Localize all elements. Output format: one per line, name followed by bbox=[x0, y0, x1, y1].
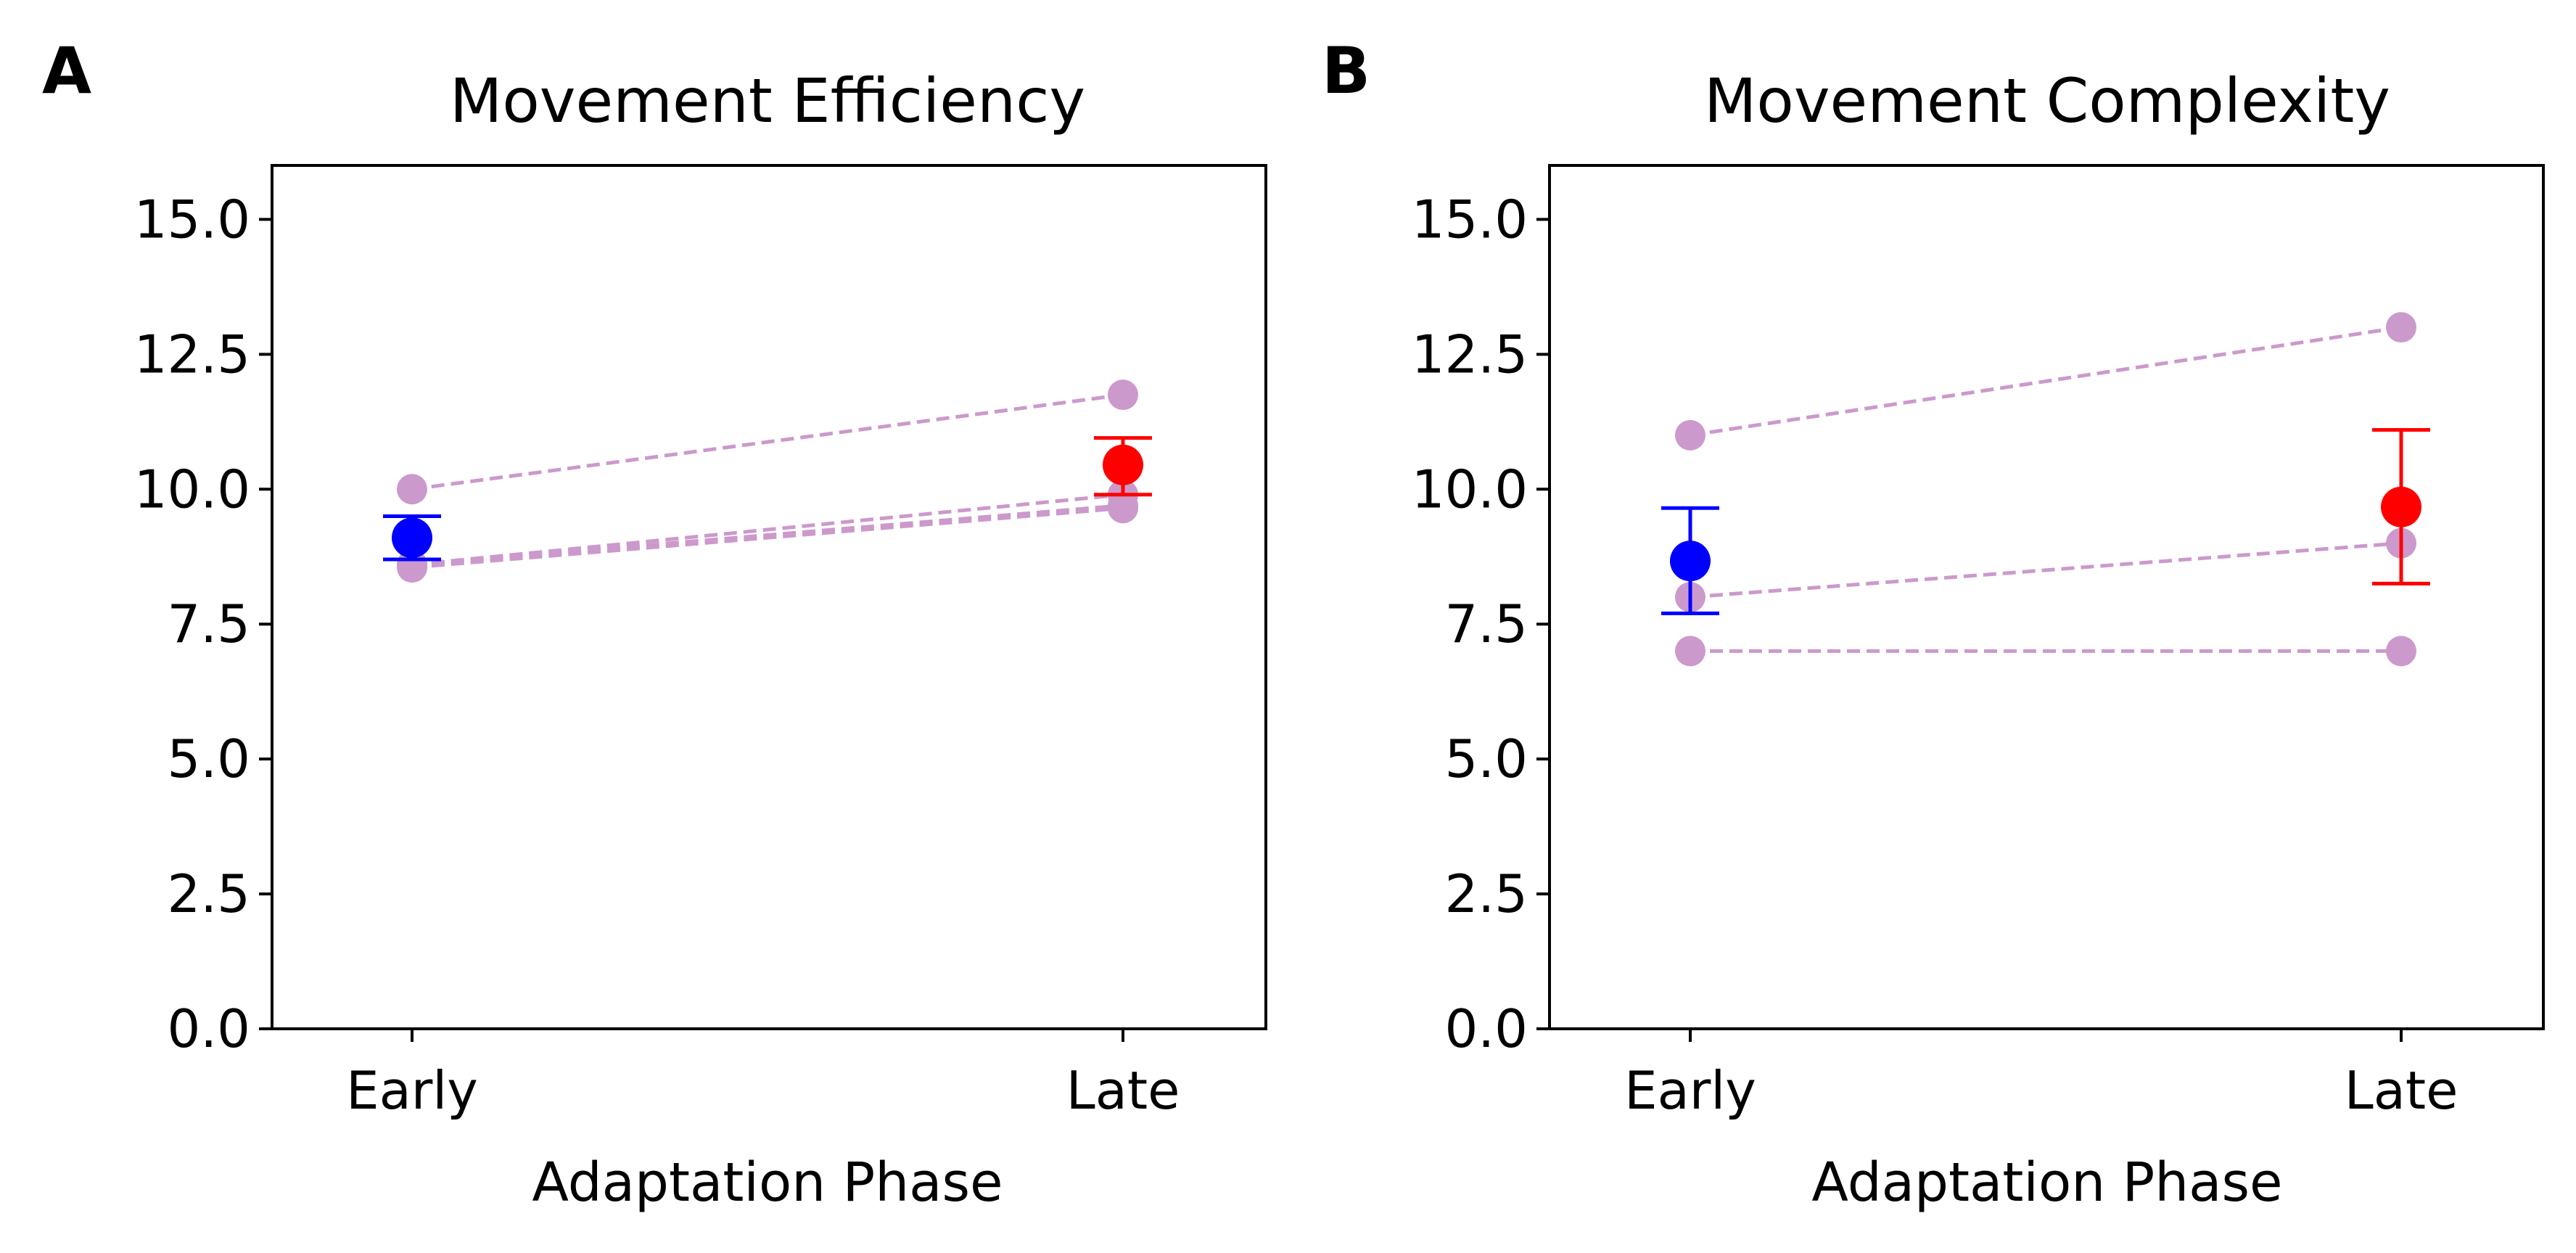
individual-point bbox=[397, 474, 427, 505]
x-tick-label: Early bbox=[1624, 1060, 1756, 1121]
x-tick-label: Early bbox=[346, 1060, 478, 1121]
individual-line bbox=[411, 393, 1124, 491]
axes-frame bbox=[1548, 164, 2545, 1030]
x-tick-label: Late bbox=[1066, 1060, 1180, 1121]
individual-point bbox=[1108, 493, 1138, 524]
plot-area: 0.0 2.5 5.0 7.5 10.0 12.5 15.0 Early Late bbox=[1412, 164, 2545, 1121]
mean-point bbox=[2381, 486, 2421, 527]
y-tick-label: 5.0 bbox=[167, 728, 250, 789]
individual-point bbox=[1675, 419, 1705, 451]
y-tick-label: 0.0 bbox=[167, 998, 250, 1059]
panel-letter-a: A bbox=[42, 33, 91, 108]
y-tick-label: 0.0 bbox=[1444, 998, 1528, 1059]
x-axis-label: Adaptation Phase bbox=[532, 1151, 1003, 1214]
chart-title: Movement Efficiency bbox=[450, 65, 1085, 136]
individual-point bbox=[1675, 636, 1705, 667]
panel-a: A Movement Efficiency 0.0 2.5 5.0 7.5 10.0 12… bbox=[42, 33, 1267, 1214]
y-tick-label: 12.5 bbox=[1412, 324, 1528, 385]
plot-area: 0.0 2.5 5.0 7.5 10.0 12.5 15.0 Early Late bbox=[134, 164, 1267, 1121]
y-tick-label: 15.0 bbox=[1412, 189, 1528, 250]
individual-line bbox=[1690, 325, 2402, 437]
panel-letter-b: B bbox=[1322, 33, 1370, 108]
axes-frame bbox=[271, 164, 1267, 1030]
mean-point bbox=[392, 517, 432, 559]
individual-line bbox=[411, 504, 1124, 567]
individual-line bbox=[411, 506, 1124, 570]
panel-b: B Movement Complexity 0.0 2.5 5.0 7.5 10.0 12… bbox=[1322, 33, 2545, 1214]
y-tick-label: 10.0 bbox=[1412, 459, 1528, 519]
mean-point bbox=[1103, 444, 1143, 485]
individual-point bbox=[2386, 636, 2416, 667]
y-tick-label: 2.5 bbox=[167, 863, 250, 924]
x-tick-label: Late bbox=[2345, 1060, 2458, 1121]
individual-line bbox=[1690, 541, 2402, 599]
mean-point bbox=[1670, 541, 1711, 582]
y-tick-label: 2.5 bbox=[1444, 863, 1528, 924]
y-tick-label: 7.5 bbox=[1444, 593, 1528, 654]
individual-point bbox=[2386, 312, 2416, 343]
y-tick-label: 15.0 bbox=[134, 189, 250, 250]
x-axis-label: Adaptation Phase bbox=[1811, 1151, 2282, 1214]
y-tick-label: 12.5 bbox=[134, 324, 250, 385]
chart-title: Movement Complexity bbox=[1704, 65, 2390, 136]
individual-point bbox=[1108, 379, 1138, 411]
y-tick-label: 10.0 bbox=[134, 459, 250, 519]
y-tick-label: 7.5 bbox=[167, 593, 250, 654]
y-tick-label: 5.0 bbox=[1444, 728, 1528, 789]
